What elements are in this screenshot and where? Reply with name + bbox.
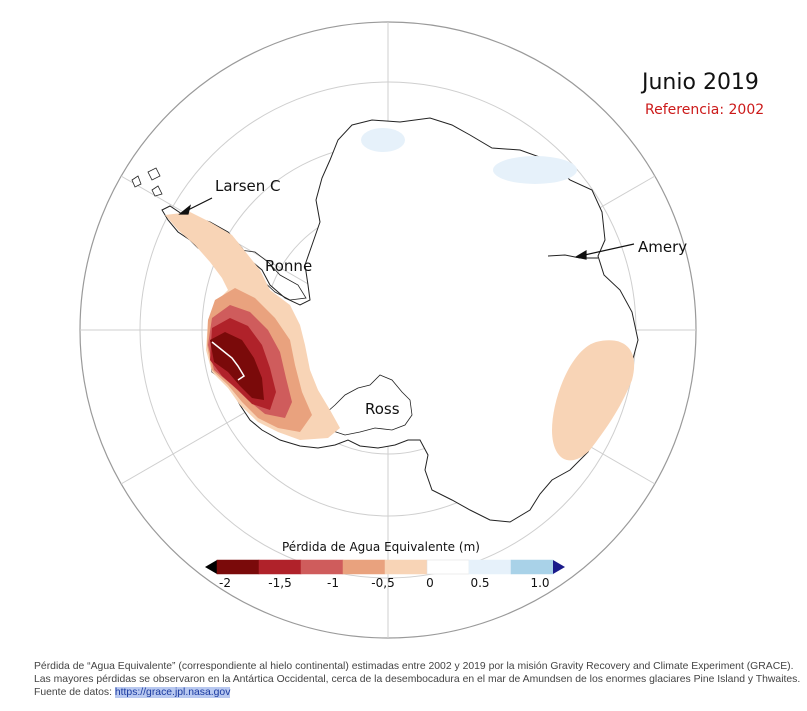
loss-area-east: [552, 340, 635, 461]
gain-area-2: [493, 156, 577, 184]
loss-level-20: [210, 332, 264, 400]
map-title: Junio 2019: [642, 70, 759, 95]
source-link[interactable]: https://grace.jpl.nasa.gov: [114, 687, 231, 698]
legend-arrow-right: [553, 560, 565, 574]
legend-swatch: [384, 559, 428, 575]
legend-swatch: [426, 559, 470, 575]
antarctica-map: [79, 21, 697, 639]
legend-tick: 0: [426, 576, 434, 590]
legend-swatch: [216, 559, 260, 575]
legend-title: Pérdida de Agua Equivalente (m): [282, 540, 480, 554]
legend-tick: -1: [327, 576, 339, 590]
label-larsen: Larsen C: [215, 177, 281, 195]
legend-tick: -2: [219, 576, 231, 590]
legend-swatch: [342, 559, 386, 575]
label-amery: Amery: [638, 238, 688, 256]
caption-text: Pérdida de “Agua Equivalente” (correspon…: [34, 661, 801, 698]
legend-swatch: [468, 559, 512, 575]
legend-swatch: [300, 559, 344, 575]
label-ross: Ross: [365, 400, 400, 418]
legend-tick: -1,5: [268, 576, 292, 590]
legend-tick: 1.0: [530, 576, 550, 590]
amundsen-coast: [211, 341, 246, 381]
legend-arrow-left: [205, 560, 217, 574]
annotation-arrows: [178, 197, 635, 260]
ross-shelf: [317, 374, 413, 436]
reference-label: Referencia: 2002: [645, 102, 765, 118]
legend-tick: 0.5: [470, 576, 490, 590]
figure-caption: Pérdida de “Agua Equivalente” (correspon…: [34, 660, 804, 699]
legend-swatch: [258, 559, 302, 575]
legend-colorbar: [205, 559, 565, 575]
legend-tick: -0,5: [371, 576, 395, 590]
label-ronne: Ronne: [265, 257, 313, 275]
islands: [131, 167, 163, 197]
legend-swatch: [510, 559, 554, 575]
gain-area-1: [361, 128, 405, 152]
amery-shelf: [547, 254, 598, 259]
